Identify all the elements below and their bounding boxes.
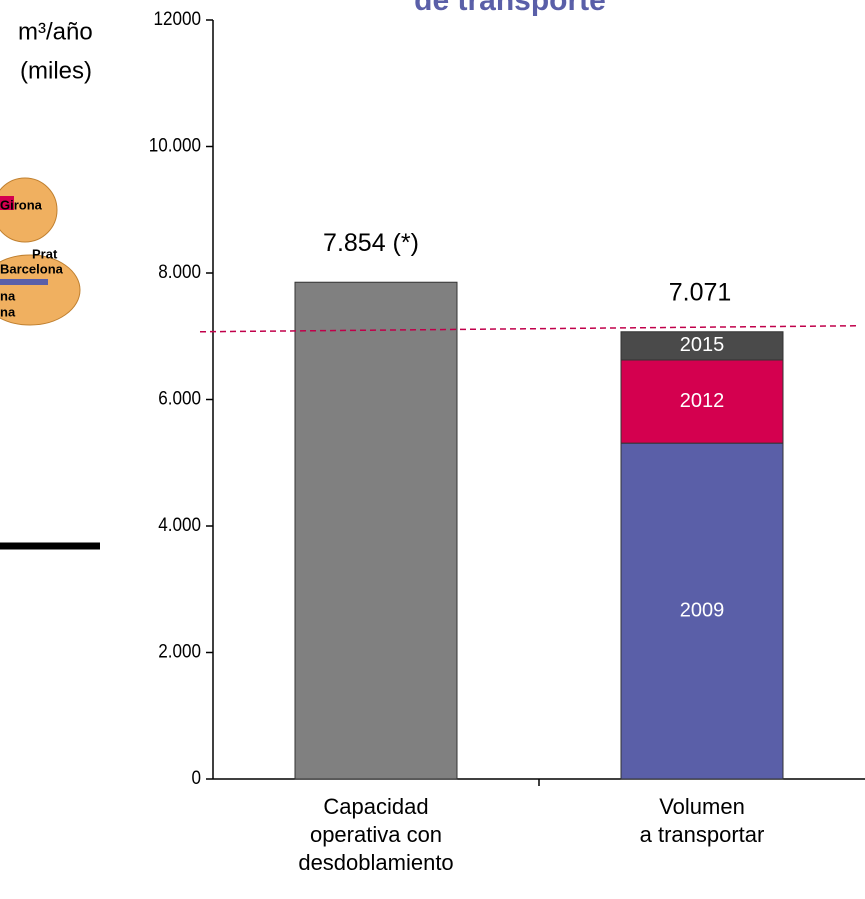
y-tick-label: 6.000 <box>158 388 201 409</box>
y-label: (miles) <box>20 57 92 84</box>
map-label: Barcelona <box>0 261 64 276</box>
map-fragment: Girona Prat Barcelona na na <box>0 177 81 326</box>
map-icon <box>0 196 14 210</box>
chart-title: de transporte <box>414 0 606 17</box>
value-label: 7.854 (*) <box>323 229 419 257</box>
y-tick-label: 0 <box>191 767 201 788</box>
map-shape <box>0 254 81 326</box>
map-label: na <box>0 304 16 319</box>
bar-segment <box>294 281 458 780</box>
total-label: 7.071 <box>669 278 732 306</box>
map-label: Prat <box>32 246 58 261</box>
y-tick-label: 8.000 <box>158 261 201 282</box>
segment-label: 2015 <box>680 334 725 356</box>
segment-label: 2012 <box>680 390 725 412</box>
map-label: na <box>0 288 16 303</box>
y-label: m³/año <box>18 18 93 45</box>
bar-segment <box>620 359 784 444</box>
y-tick-label: 10.000 <box>149 135 201 156</box>
segment-label: 2009 <box>680 599 725 621</box>
map-shape <box>0 177 58 243</box>
bar-segment <box>620 331 784 361</box>
map-label: Girona <box>0 197 43 212</box>
x-tick-label: Volumen a transportar <box>639 794 765 847</box>
y-tick-label: 12000 <box>153 8 201 29</box>
y-tick-label: 4.000 <box>158 514 201 535</box>
x-tick-label: Capacidad operativa con desdoblamiento <box>298 794 454 875</box>
y-tick-label: 2.000 <box>158 641 201 662</box>
